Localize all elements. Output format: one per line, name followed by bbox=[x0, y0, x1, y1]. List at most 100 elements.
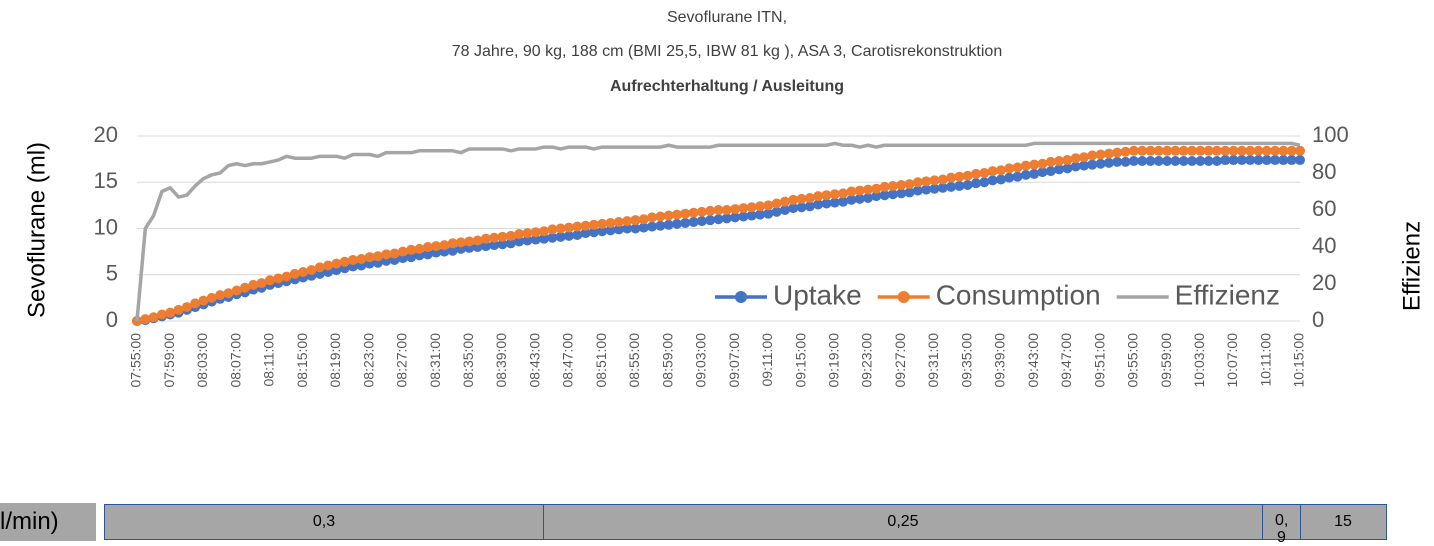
point-marker bbox=[1004, 163, 1015, 174]
point-marker bbox=[763, 200, 774, 211]
flow-cell: 0,3 bbox=[105, 505, 544, 539]
y2-tick-label: 100 bbox=[1312, 122, 1349, 147]
point-marker bbox=[597, 218, 608, 229]
point-marker bbox=[879, 181, 890, 192]
point-marker bbox=[929, 175, 940, 186]
chart-subheading: Aufrechterhaltung / Ausleitung bbox=[610, 78, 844, 95]
point-marker bbox=[971, 178, 982, 189]
point-marker bbox=[1236, 145, 1247, 156]
point-marker bbox=[971, 168, 982, 179]
point-marker bbox=[1120, 156, 1131, 167]
point-marker bbox=[946, 181, 957, 192]
point-marker bbox=[1153, 155, 1164, 166]
x-tick-label: 08:15:00 bbox=[294, 333, 310, 388]
x-tick-label: 07:55:00 bbox=[128, 333, 144, 388]
point-marker bbox=[181, 302, 192, 313]
point-marker bbox=[173, 304, 184, 315]
point-marker bbox=[1120, 146, 1131, 157]
point-marker bbox=[1054, 164, 1065, 175]
point-marker bbox=[1162, 145, 1173, 156]
point-marker bbox=[298, 266, 309, 277]
point-marker bbox=[314, 262, 325, 273]
point-marker bbox=[1045, 156, 1056, 167]
point-marker bbox=[1236, 155, 1247, 166]
point-marker bbox=[921, 184, 932, 195]
point-marker bbox=[622, 223, 633, 234]
point-marker bbox=[1187, 155, 1198, 166]
point-marker bbox=[788, 194, 799, 205]
point-marker bbox=[713, 214, 724, 225]
legend: Uptake Consumption Effizienz bbox=[714, 279, 1280, 310]
legend-label: Uptake bbox=[773, 279, 862, 310]
point-marker bbox=[829, 189, 840, 200]
point-marker bbox=[896, 188, 907, 199]
point-marker bbox=[846, 194, 857, 205]
y-axis-title: Sevoflurane (ml) bbox=[23, 142, 50, 318]
point-marker bbox=[688, 217, 699, 228]
point-marker bbox=[1004, 172, 1015, 183]
point-marker bbox=[796, 193, 807, 204]
point-marker bbox=[1295, 155, 1305, 166]
x-tick-label: 09:39:00 bbox=[992, 333, 1008, 388]
point-marker bbox=[522, 228, 533, 239]
point-marker bbox=[1178, 145, 1189, 156]
point-marker bbox=[1295, 145, 1305, 156]
point-marker bbox=[339, 256, 350, 267]
point-marker bbox=[647, 221, 658, 232]
point-marker bbox=[605, 225, 616, 236]
point-marker bbox=[962, 170, 973, 181]
point-marker bbox=[705, 205, 716, 216]
point-marker bbox=[156, 309, 167, 320]
flow-cell: 15 bbox=[1334, 513, 1352, 530]
point-marker bbox=[904, 187, 915, 198]
point-marker bbox=[1211, 155, 1222, 166]
point-marker bbox=[480, 241, 491, 252]
point-marker bbox=[289, 268, 300, 279]
chart: Sevoflurane ITN, 78 Jahre, 90 kg, 188 cm… bbox=[23, 9, 1425, 388]
point-marker bbox=[638, 214, 649, 225]
point-marker bbox=[979, 177, 990, 188]
point-marker bbox=[838, 196, 849, 207]
point-marker bbox=[1145, 145, 1156, 156]
point-marker bbox=[1203, 145, 1214, 156]
point-marker bbox=[1070, 153, 1081, 164]
point-marker bbox=[1112, 147, 1123, 158]
point-marker bbox=[1162, 155, 1173, 166]
point-marker bbox=[1187, 145, 1198, 156]
point-marker bbox=[231, 285, 242, 296]
point-marker bbox=[863, 192, 874, 203]
point-marker bbox=[497, 239, 508, 250]
point-marker bbox=[539, 226, 550, 237]
point-marker bbox=[871, 191, 882, 202]
point-marker bbox=[730, 204, 741, 215]
point-marker bbox=[264, 275, 275, 286]
point-marker bbox=[148, 312, 159, 323]
point-marker bbox=[1062, 155, 1073, 166]
x-tick-label: 09:03:00 bbox=[693, 333, 709, 388]
point-marker bbox=[1079, 152, 1090, 163]
point-marker bbox=[563, 222, 574, 233]
y2-tick-label: 20 bbox=[1312, 270, 1336, 295]
point-marker bbox=[1012, 162, 1023, 173]
x-tick-label: 10:11:00 bbox=[1257, 333, 1273, 387]
point-marker bbox=[1195, 145, 1206, 156]
point-marker bbox=[447, 238, 458, 249]
x-tick-label: 07:59:00 bbox=[161, 333, 177, 388]
point-marker bbox=[306, 265, 317, 276]
y-tick-label: 0 bbox=[106, 307, 118, 332]
point-marker bbox=[215, 290, 226, 301]
point-marker bbox=[1178, 155, 1189, 166]
point-marker bbox=[1170, 145, 1181, 156]
point-marker bbox=[1095, 158, 1106, 169]
point-marker bbox=[198, 295, 209, 306]
point-marker bbox=[1220, 145, 1231, 156]
point-marker bbox=[613, 217, 624, 228]
point-marker bbox=[854, 185, 865, 196]
x-tick-label: 09:43:00 bbox=[1025, 333, 1041, 388]
point-marker bbox=[223, 288, 234, 299]
point-marker bbox=[1245, 145, 1256, 156]
point-marker bbox=[705, 215, 716, 226]
x-tick-label: 08:43:00 bbox=[526, 333, 542, 388]
point-marker bbox=[1087, 159, 1098, 170]
